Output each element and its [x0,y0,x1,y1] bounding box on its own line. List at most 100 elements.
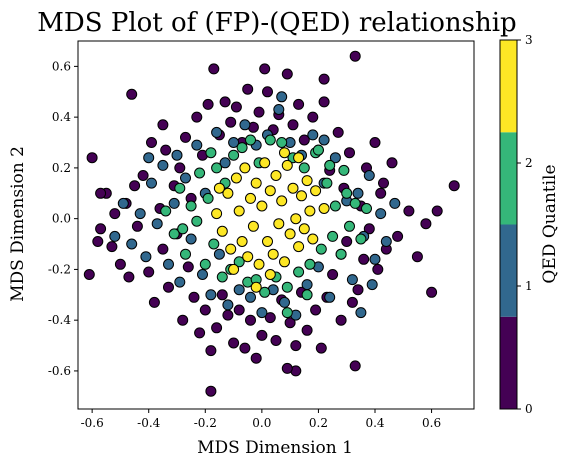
scatter-point-q3 [318,203,330,214]
scatter-point-q1 [163,258,174,270]
scatter-point-q2 [321,177,333,189]
scatter-point-q3 [304,205,316,217]
scatter-point-q2 [160,205,172,217]
scatter-point-q0 [253,106,265,118]
scatter-point-q1 [140,251,152,263]
scatter-point-q2 [338,164,350,176]
scatter-point-q1 [329,152,341,164]
scatter-point-q1 [185,233,197,245]
scatter-point-q2 [341,187,353,199]
scatter-point-q0 [431,205,443,217]
x-tick-label: -0.6 [81,416,104,430]
scatter-point-q3 [253,258,265,270]
colorbar-tick-label: 1 [525,279,533,293]
scatter-point-q1 [191,139,203,151]
x-tick-label: 0.2 [309,416,328,430]
scatter-point-q2 [344,220,355,232]
scatter-point-q0 [126,88,138,100]
scatter-point-q2 [355,233,367,245]
scatter-point-q2 [236,142,248,154]
scatter-point-q3 [245,192,256,204]
scatter-point-q0 [318,73,330,85]
scatter-point-q0 [349,360,361,372]
scatter-point-q0 [225,116,237,128]
scatter-point-q2 [202,192,214,204]
scatter-point-q0 [239,342,251,354]
scatter-point-q3 [293,241,305,253]
scatter-point-q1 [180,172,191,184]
scatter-point-q2 [228,149,240,161]
scatter-point-q0 [290,340,302,352]
scatter-point-q0 [83,269,95,280]
scatter-point-q2 [335,248,347,260]
x-tick-label: 0.0 [252,416,271,430]
scatter-point-q3 [239,162,251,174]
scatter-point-q0 [372,263,384,275]
scatter-point-q0 [375,187,387,199]
scatter-point-q0 [256,329,268,341]
scatter-point-q0 [157,119,169,131]
scatter-point-q0 [233,304,245,316]
scatter-point-q1 [380,236,392,247]
scatter-point-q0 [287,119,299,131]
colorbar-segment-2 [500,132,517,225]
scatter-point-q0 [160,144,172,156]
scatter-point-q1 [171,149,183,161]
scatter-point-q0 [332,126,344,138]
scatter-point-q2 [304,258,316,270]
scatter-point-q3 [307,233,319,245]
scatter-point-q0 [349,50,361,62]
scatter-point-q2 [327,230,339,242]
scatter-point-q2 [329,200,341,212]
scatter-point-q1 [213,248,225,260]
scatter-point-q2 [245,134,256,146]
scatter-point-q3 [228,263,240,275]
scatter-point-q1 [245,291,256,303]
scatter-point-q0 [92,236,104,247]
scatter-point-q1 [109,230,121,242]
scatter-point-q0 [307,111,319,123]
scatter-point-q2 [361,203,372,214]
scatter-point-q0 [230,101,242,113]
scatter-point-q1 [363,170,375,181]
chart-title: MDS Plot of (FP)-(QED) relationship [37,8,516,38]
scatter-point-q3 [230,172,242,184]
scatter-point-q0 [344,147,355,159]
scatter-point-q3 [270,170,282,181]
scatter-point-q0 [228,337,240,349]
scatter-point-q3 [264,269,276,280]
scatter-point-q0 [318,96,330,108]
scatter-point-q2 [349,197,361,209]
y-axis-label: MDS Dimension 2 [8,146,28,302]
scatter-point-q1 [389,197,401,209]
colorbar-tick-label: 3 [525,33,533,47]
colorbar-label: QED Quantile [540,164,560,283]
y-tick-label: -0.2 [48,262,71,276]
scatter-point-q3 [273,218,285,230]
scatter-point-q0 [327,269,339,280]
scatter-point-q1 [151,218,163,230]
scatter-point-q0 [242,83,254,95]
scatter-point-q1 [276,91,288,103]
scatter-point-q0 [205,345,217,357]
scatter-point-q3 [276,195,288,207]
scatter-point-q0 [222,309,234,321]
scatter-point-q2 [177,223,189,235]
scatter-point-q3 [279,256,290,268]
scatter-point-q1 [375,208,387,220]
scatter-point-q0 [403,205,415,217]
scatter-point-q0 [199,304,211,316]
scatter-point-q0 [259,63,271,75]
scatter-point-q1 [168,197,180,209]
x-tick-label: -0.4 [137,416,161,430]
scatter-point-q0 [143,266,155,278]
scatter-point-q2 [191,215,203,227]
scatter-point-q2 [293,266,305,278]
scatter-point-q3 [250,281,262,293]
scatter-point-q3 [264,185,276,197]
scatter-point-q0 [157,243,169,255]
scatter-point-q0 [298,134,310,146]
scatter-point-q0 [191,111,203,123]
scatter-point-q0 [114,258,126,270]
y-tick-label: -0.4 [48,313,72,327]
